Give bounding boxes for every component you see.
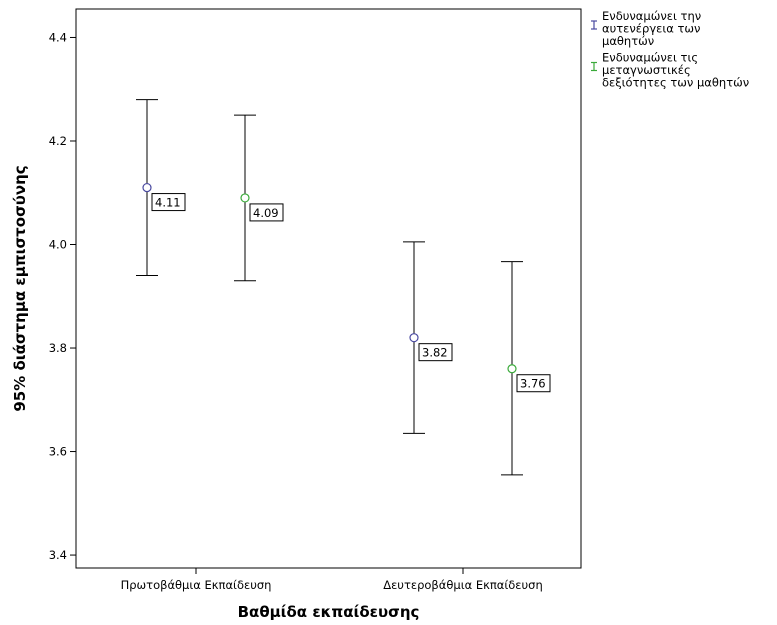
y-tick-label: 3.4	[49, 548, 67, 562]
x-axis-title: Βαθμίδα εκπαίδευσης	[238, 603, 420, 621]
mean-point	[142, 182, 152, 193]
data-label: 4.11	[155, 196, 181, 210]
x-tick-label: Δευτεροβάθμια Εκπαίδευση	[383, 578, 543, 592]
data-label: 3.76	[520, 377, 546, 391]
y-tick-label: 4.2	[49, 134, 67, 148]
mean-point	[507, 364, 517, 374]
mean-point	[409, 333, 419, 343]
legend-label: Ενδυναμώνει την	[602, 9, 701, 23]
y-tick-label: 3.8	[49, 341, 67, 355]
data-label-box	[249, 203, 284, 222]
data-label-box	[418, 343, 453, 362]
y-axis: 3.4 3.6 3.8 4.0 4.2 4.4	[49, 30, 76, 562]
x-axis: Πρωτοβάθμια Εκπαίδευση Δευτεροβάθμια Εκπα…	[121, 568, 543, 592]
data-label-box	[516, 374, 551, 393]
y-tick-label: 3.6	[49, 445, 67, 459]
error-bars: 4.11 3.82 4.09 3.76	[136, 99, 551, 476]
y-tick-label: 4.0	[49, 238, 67, 252]
legend-label: δεξιότητες των μαθητών	[602, 76, 749, 90]
data-label: 4.09	[253, 206, 279, 220]
x-tick-label: Πρωτοβάθμια Εκπαίδευση	[121, 578, 272, 592]
data-label: 3.82	[422, 346, 448, 360]
legend-label: μαθητών	[602, 34, 654, 48]
plot-frame	[75, 8, 582, 569]
legend-label: αυτενέργεια των	[602, 22, 700, 36]
legend-label: μεταγνωστικές	[602, 63, 691, 77]
y-tick-label: 4.4	[49, 30, 67, 44]
data-label-box	[151, 193, 186, 212]
legend-label: Ενδυναμώνει τις	[602, 51, 698, 65]
mean-point	[240, 193, 250, 203]
y-axis-title: 95% διάστημα εμπιστοσύνης	[11, 165, 29, 411]
